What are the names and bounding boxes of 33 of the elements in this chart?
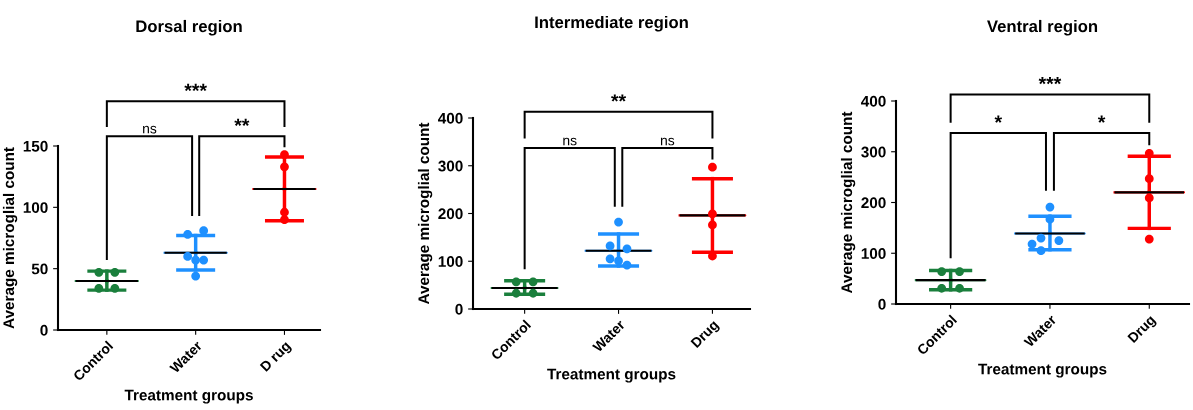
- y-tick-label: 50: [31, 263, 48, 275]
- x-axis-title: Treatment groups: [978, 363, 1107, 378]
- annotation: *: [1097, 115, 1106, 123]
- x-axis-title: Treatment groups: [547, 368, 676, 383]
- y-tick-label: 150: [23, 140, 48, 152]
- chart-title: Ventral region: [987, 19, 1098, 36]
- y-tick-label: 200: [438, 208, 463, 220]
- y-tick-label: 0: [455, 303, 463, 315]
- chart-title: Dorsal region: [136, 19, 242, 36]
- y-tick-label: 300: [438, 160, 463, 172]
- y-tick-label: 100: [23, 202, 48, 214]
- y-axis-title: Average microglial count: [840, 111, 856, 294]
- y-tick-label: 0: [878, 298, 886, 310]
- annotation: ns: [660, 137, 675, 146]
- y-tick-label: 0: [40, 324, 48, 336]
- y-tick-label: 100: [861, 248, 886, 259]
- text: **: [611, 94, 627, 102]
- x-tick-label: D rug: [259, 340, 293, 374]
- annotation: ns: [563, 137, 577, 146]
- text: ns: [143, 125, 157, 134]
- text: **: [234, 118, 250, 127]
- text: ***: [184, 83, 207, 92]
- chart-title: Intermediate region: [535, 15, 688, 32]
- text: ***: [1038, 76, 1062, 85]
- y-tick-label: 200: [861, 197, 886, 209]
- y-axis-title: Average microglial count: [2, 147, 18, 329]
- annotation: *: [994, 115, 1003, 123]
- y-tick-label: 100: [438, 256, 463, 267]
- y-axis-title: Average microglial count: [417, 122, 433, 305]
- y-tick-label: 300: [861, 146, 886, 158]
- y-tick-label: 400: [438, 112, 463, 124]
- y-tick-label: 400: [861, 95, 886, 107]
- x-axis-title: Treatment groups: [124, 389, 253, 404]
